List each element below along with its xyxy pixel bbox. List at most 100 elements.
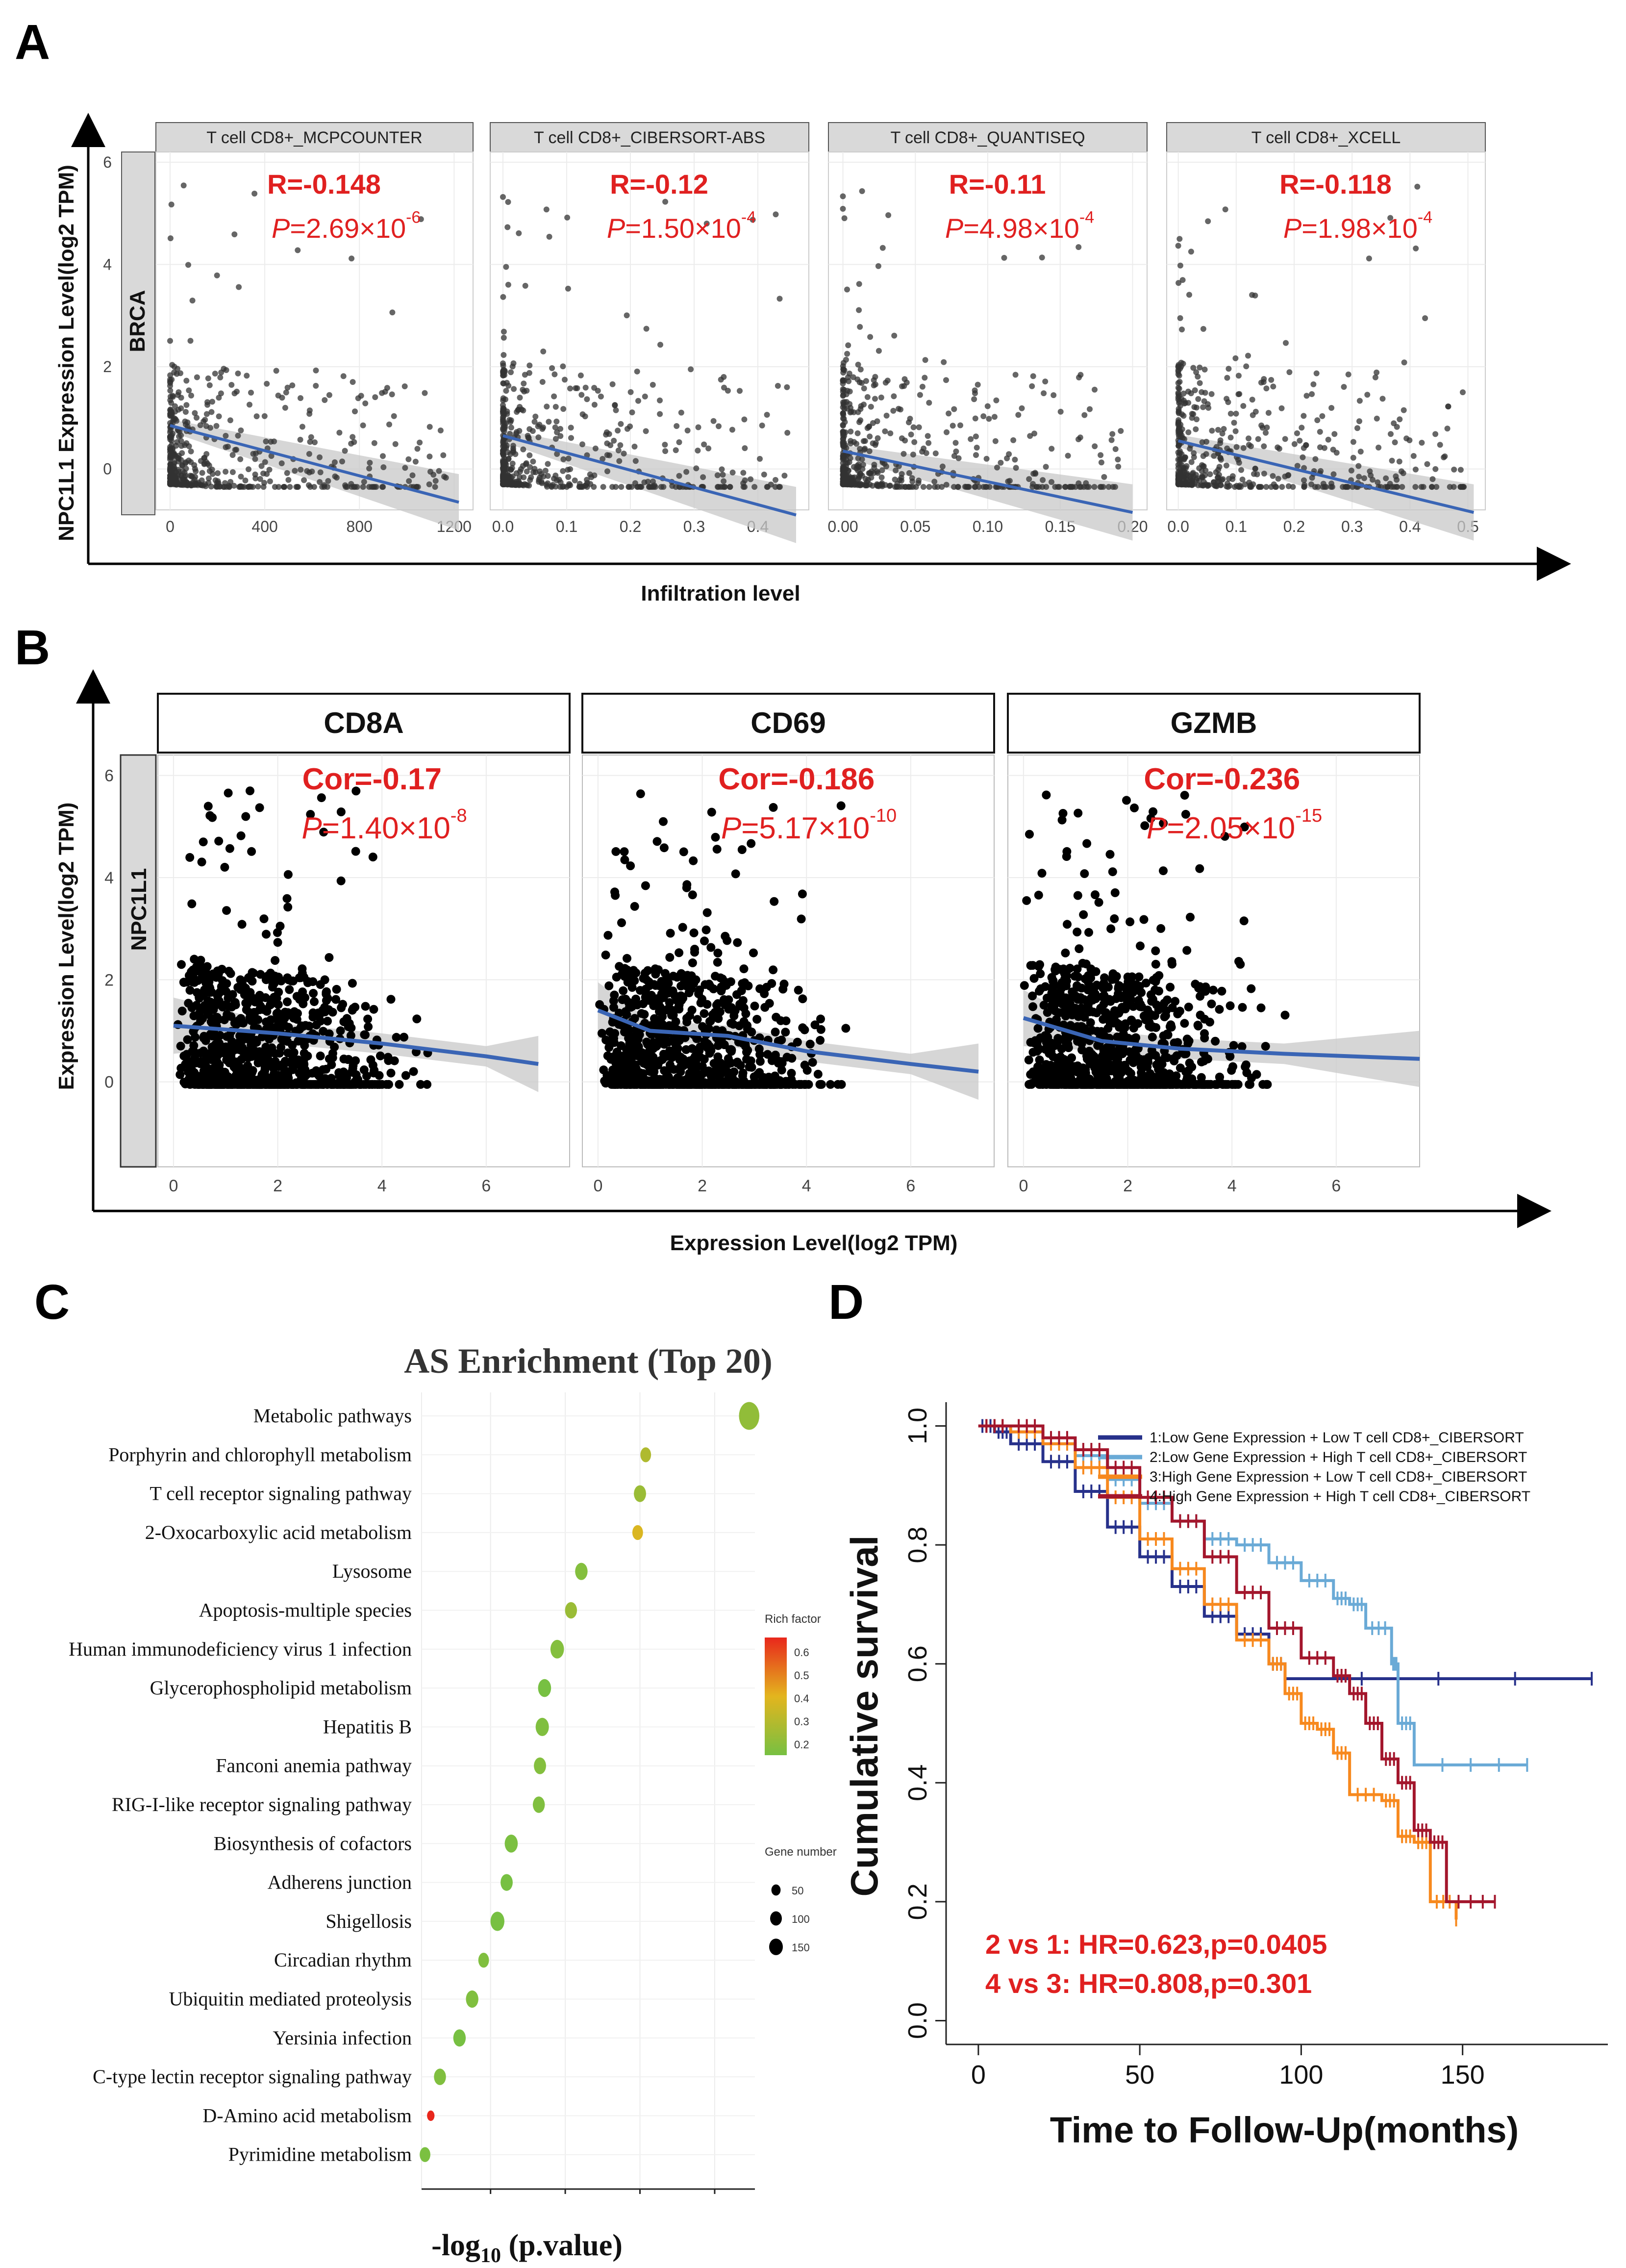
a-data-point xyxy=(1330,447,1336,453)
b-data-point xyxy=(1083,996,1092,1006)
a-data-point xyxy=(1264,424,1270,430)
b-data-point xyxy=(765,999,774,1008)
b-data-point xyxy=(1098,1052,1107,1061)
a-data-point xyxy=(1029,484,1036,490)
a-data-point xyxy=(740,470,747,476)
a-data-point xyxy=(994,464,1000,471)
a-data-point xyxy=(522,282,528,289)
b-data-point xyxy=(222,906,231,915)
a-data-point xyxy=(980,484,987,490)
b-data-point xyxy=(300,993,310,1002)
a-data-point xyxy=(902,437,908,444)
b-data-point xyxy=(1053,1062,1062,1071)
a-data-point xyxy=(297,436,303,443)
a-data-point xyxy=(1278,405,1285,411)
a-data-point xyxy=(1098,459,1104,466)
b-data-point xyxy=(676,982,686,991)
a-data-point xyxy=(178,395,184,401)
a-data-point xyxy=(891,393,897,400)
a-facet: T cell CD8+_QUANTISEQ0.000.050.100.150.2… xyxy=(827,122,1148,541)
a-data-point xyxy=(1388,431,1394,437)
a-data-point xyxy=(1178,396,1185,402)
a-data-point xyxy=(1429,476,1436,482)
a-data-point xyxy=(887,430,894,436)
panel-b-scatter-grid: Expression Level(log2 TPM)Expression Lev… xyxy=(54,669,1551,1255)
b-data-point xyxy=(304,1021,314,1031)
a-facet: T cell CD8+_XCELL0.00.10.20.30.40.5R=-0.… xyxy=(1166,122,1486,541)
b-data-point xyxy=(692,1034,701,1043)
b-data-point xyxy=(745,1062,754,1072)
a-data-point xyxy=(426,424,433,430)
b-p-value: P=1.40×10-8 xyxy=(301,806,467,845)
a-data-point xyxy=(600,456,606,462)
a-y-tick-label: 2 xyxy=(103,358,112,376)
a-data-point xyxy=(513,429,520,435)
a-data-point xyxy=(167,464,174,471)
b-data-point xyxy=(611,847,621,856)
a-data-point xyxy=(262,459,268,465)
b-data-point xyxy=(262,930,271,939)
a-data-point xyxy=(1376,444,1382,451)
b-data-point xyxy=(661,969,670,978)
a-data-point xyxy=(606,452,613,458)
a-data-point xyxy=(213,423,220,429)
a-data-point xyxy=(1270,383,1276,390)
b-data-point xyxy=(1194,983,1203,993)
a-data-point xyxy=(1258,422,1265,428)
a-data-point xyxy=(968,436,974,442)
b-data-point xyxy=(1181,809,1190,819)
a-data-point xyxy=(866,448,873,454)
a-data-point xyxy=(500,194,506,200)
b-data-point xyxy=(778,984,788,994)
a-data-point xyxy=(248,389,254,396)
a-data-point xyxy=(172,453,178,459)
b-data-point xyxy=(1130,803,1139,812)
a-data-point xyxy=(229,452,236,458)
b-data-point xyxy=(275,922,285,931)
a-data-point xyxy=(1191,450,1197,456)
a-data-point xyxy=(579,441,585,448)
a-data-point xyxy=(1437,442,1443,448)
a-data-point xyxy=(187,338,194,344)
b-data-point xyxy=(1045,1062,1054,1072)
a-data-point xyxy=(1013,465,1019,471)
a-data-point xyxy=(430,472,437,478)
a-r-value: R=-0.12 xyxy=(610,169,708,200)
b-data-point xyxy=(1173,1009,1182,1019)
a-data-point xyxy=(843,471,849,478)
a-data-point xyxy=(751,484,758,490)
b-data-point xyxy=(363,1014,373,1024)
b-data-point xyxy=(626,861,635,870)
b-data-point xyxy=(1082,1051,1091,1060)
b-data-point xyxy=(1040,1069,1050,1078)
b-data-point xyxy=(292,1015,301,1024)
a-data-point xyxy=(1175,385,1181,391)
a-data-point xyxy=(776,296,783,302)
a-data-point xyxy=(616,458,623,464)
b-plot-area xyxy=(157,755,570,1167)
a-data-point xyxy=(217,374,224,380)
b-data-point xyxy=(223,1002,232,1011)
a-data-point xyxy=(759,422,765,428)
a-data-point xyxy=(247,402,252,408)
a-data-point xyxy=(607,442,614,449)
a-data-point xyxy=(257,476,263,482)
b-data-point xyxy=(723,936,732,945)
b-data-point xyxy=(1237,1042,1247,1051)
b-data-point xyxy=(721,1000,730,1009)
b-data-point xyxy=(659,843,669,853)
b-data-point xyxy=(270,993,279,1002)
b-data-point xyxy=(225,844,234,853)
a-data-point xyxy=(1177,467,1183,474)
a-data-point xyxy=(352,408,358,415)
a-x-tick-label: 800 xyxy=(347,518,373,535)
a-data-point xyxy=(1379,396,1386,402)
a-data-point xyxy=(199,470,205,476)
b-data-point xyxy=(1239,916,1249,926)
b-data-point xyxy=(802,1066,812,1075)
b-data-point xyxy=(283,1070,293,1079)
a-data-point xyxy=(872,374,878,380)
b-data-point xyxy=(717,986,726,996)
b-data-point xyxy=(625,1057,634,1066)
